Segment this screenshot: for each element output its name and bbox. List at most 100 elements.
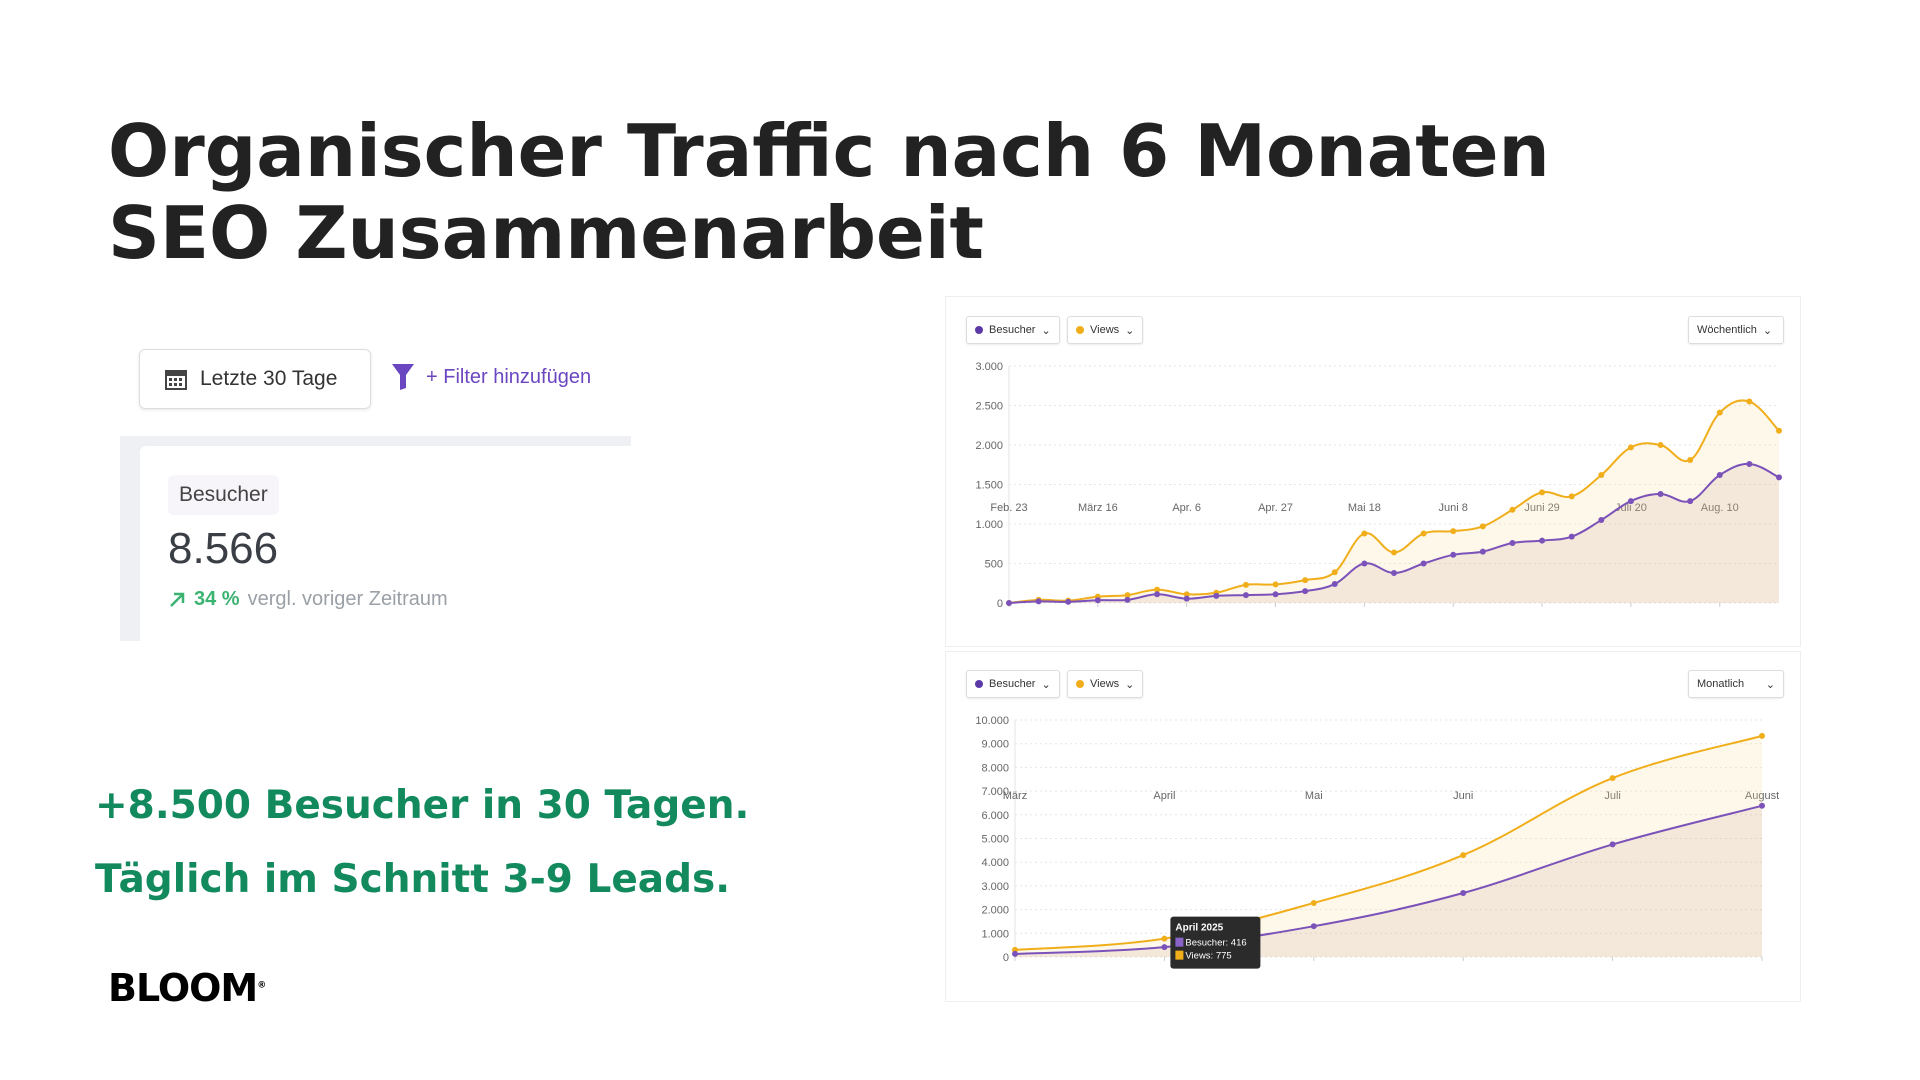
besucher-point [1776, 474, 1782, 481]
besucher-point [1310, 923, 1317, 930]
y-tick-label: 1.000 [981, 928, 1009, 940]
views-point [1124, 592, 1131, 599]
besucher-point [1124, 596, 1131, 603]
views-point [1598, 472, 1605, 479]
besucher-area [1015, 805, 1762, 957]
views-area [1015, 735, 1762, 957]
views-point [1479, 523, 1486, 530]
views-point [1776, 427, 1782, 434]
besucher-point [1716, 472, 1723, 479]
add-filter-label: + Filter hinzufügen [426, 365, 592, 388]
views-point [1460, 852, 1467, 859]
bloom-logo: BLOOM® [108, 966, 266, 1010]
date-range-button[interactable]: Letzte 30 Tage [139, 349, 371, 409]
y-tick-label: 8.000 [981, 762, 1009, 774]
calendar-icon [165, 370, 187, 390]
besucher-point [1094, 597, 1101, 604]
interval-select[interactable]: Monatlich ⌄ [1688, 670, 1784, 698]
views-line [1014, 734, 1763, 951]
x-tick-label: März [1003, 790, 1027, 802]
views-select-label: Views [1090, 324, 1120, 336]
y-tick-label: 0 [997, 598, 1003, 610]
x-tick-label: Juni 29 [1524, 502, 1559, 514]
besucher-point [1609, 841, 1616, 848]
add-filter-button[interactable]: + Filter hinzufügen [392, 364, 591, 390]
chevron-down-icon: ⌄ [1125, 678, 1135, 691]
besucher-point [1183, 595, 1190, 602]
highlight-visitors: +8.500 Besucher in 30 Tagen. [95, 783, 750, 828]
tooltip-besucher-swatch [1175, 937, 1184, 947]
highlight-leads: Täglich im Schnitt 3-9 Leads. [95, 857, 731, 902]
besucher-point [1460, 890, 1467, 897]
views-point [1161, 935, 1168, 942]
y-tick-label: 4.000 [981, 857, 1009, 869]
chevron-down-icon: ⌄ [1765, 678, 1775, 691]
arrow-up-right-icon [170, 592, 185, 607]
chevron-down-icon: ⌄ [1041, 324, 1051, 337]
besucher-point [1361, 560, 1368, 567]
views-point [1361, 530, 1368, 537]
x-tick-label: Aug. 10 [1701, 502, 1739, 514]
besucher-point [1687, 498, 1694, 505]
x-tick-label: August [1745, 790, 1779, 802]
views-point [1302, 577, 1309, 584]
besucher-point [1012, 950, 1018, 957]
tooltip-besucher: Besucher: 416 [1185, 938, 1246, 949]
views-point [1759, 732, 1765, 739]
interval-label: Wöchentlich [1697, 324, 1757, 336]
besucher-point [1450, 551, 1457, 558]
views-point [1183, 591, 1190, 598]
besucher-point [1272, 591, 1279, 598]
besucher-series-select[interactable]: Besucher ⌄ [966, 316, 1060, 344]
page-title: Organischer Traffic nach 6 Monaten SEO Z… [108, 110, 1550, 274]
x-tick-label: Mai 18 [1348, 502, 1381, 514]
metric-change: 34 % vergl. voriger Zeitraum [168, 588, 448, 611]
tooltip-box [1170, 916, 1261, 969]
besucher-point [1391, 569, 1397, 576]
tooltip-views: Views: 775 [1185, 951, 1231, 962]
besucher-point [1065, 598, 1072, 605]
views-point [1509, 506, 1516, 513]
x-tick-label: Juli [1604, 790, 1621, 802]
besucher-point [1035, 598, 1042, 605]
x-tick-label: Juni 8 [1439, 502, 1468, 514]
besucher-point [1627, 498, 1634, 505]
views-dot-icon [1076, 326, 1084, 334]
besucher-line [1014, 804, 1763, 955]
views-series-select[interactable]: Views ⌄ [1067, 670, 1144, 698]
x-tick-label: Mai [1305, 790, 1323, 802]
y-tick-label: 1.000 [975, 519, 1003, 531]
y-tick-label: 9.000 [981, 739, 1009, 751]
x-tick-label: März 16 [1078, 502, 1118, 514]
title-line-1: Organischer Traffic nach 6 Monaten [108, 109, 1550, 193]
views-point [1391, 549, 1397, 556]
metric-label: Besucher [168, 475, 279, 515]
x-tick-label: Juni [1453, 790, 1473, 802]
x-tick-label: Feb. 23 [990, 502, 1027, 514]
y-tick-label: 6.000 [981, 810, 1009, 822]
change-text: vergl. voriger Zeitraum [247, 588, 448, 610]
weekly-chart-svg: 0 500 1.000 1.500 2.000 2.500 3.000 Feb. 23 März… [975, 361, 1782, 610]
besucher-point [1746, 460, 1753, 467]
chevron-down-icon: ⌄ [1041, 678, 1051, 691]
besucher-point [1161, 944, 1168, 951]
views-point [1687, 457, 1694, 464]
views-series-select[interactable]: Views ⌄ [1067, 316, 1144, 344]
besucher-area [1009, 463, 1779, 603]
y-tick-label: 0 [1003, 952, 1009, 964]
views-point [1310, 899, 1317, 906]
besucher-point [1568, 533, 1575, 540]
views-point [1242, 581, 1249, 588]
besucher-point [1657, 490, 1664, 497]
views-point [1609, 775, 1616, 782]
besucher-series-select[interactable]: Besucher ⌄ [966, 670, 1060, 698]
besucher-dot-icon [975, 680, 983, 688]
y-tick-label: 5.000 [981, 834, 1009, 846]
views-point [1272, 581, 1279, 588]
y-tick-label: 2.500 [975, 401, 1003, 413]
besucher-point [1479, 548, 1486, 555]
besucher-point [1598, 517, 1605, 524]
interval-select[interactable]: Wöchentlich ⌄ [1688, 316, 1784, 344]
tooltip-views-swatch [1175, 950, 1184, 960]
views-point [1746, 398, 1753, 405]
